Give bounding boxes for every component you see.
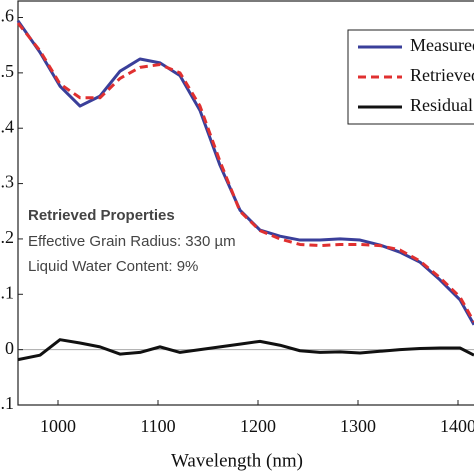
plot-frame xyxy=(17,0,474,406)
x-tick-label: 1400 xyxy=(440,416,474,436)
y-tick-label: 0 xyxy=(5,338,14,358)
x-axis-label: Wavelength (nm) xyxy=(171,450,303,471)
x-tick-label: 1200 xyxy=(240,416,276,436)
annotation-title: Retrieved Properties xyxy=(28,207,175,224)
y-tick-label: 0.2 xyxy=(0,227,14,247)
legend-label: Measured xyxy=(410,35,474,55)
annotation: Effective Grain Radius: 330 µm xyxy=(28,233,236,250)
y-tick-label: 0.3 xyxy=(0,172,14,192)
annotation: Liquid Water Content: 9% xyxy=(28,258,198,275)
y-tick-label: 0.1 xyxy=(0,282,14,302)
legend-label: Residual xyxy=(410,95,473,115)
legend-label: Retrieved xyxy=(410,65,474,85)
series-line xyxy=(17,338,474,362)
x-tick-label: 1300 xyxy=(340,416,376,436)
y-tick-label: 0.6 xyxy=(0,6,14,26)
y-tick-label: 0.5 xyxy=(0,61,14,81)
y-tick-label: -0.1 xyxy=(0,393,14,413)
x-tick-label: 1100 xyxy=(140,416,175,436)
x-tick-label: 1000 xyxy=(40,416,76,436)
y-tick-label: 0.4 xyxy=(0,116,14,136)
series-line xyxy=(16,22,474,323)
series-line xyxy=(16,19,474,326)
